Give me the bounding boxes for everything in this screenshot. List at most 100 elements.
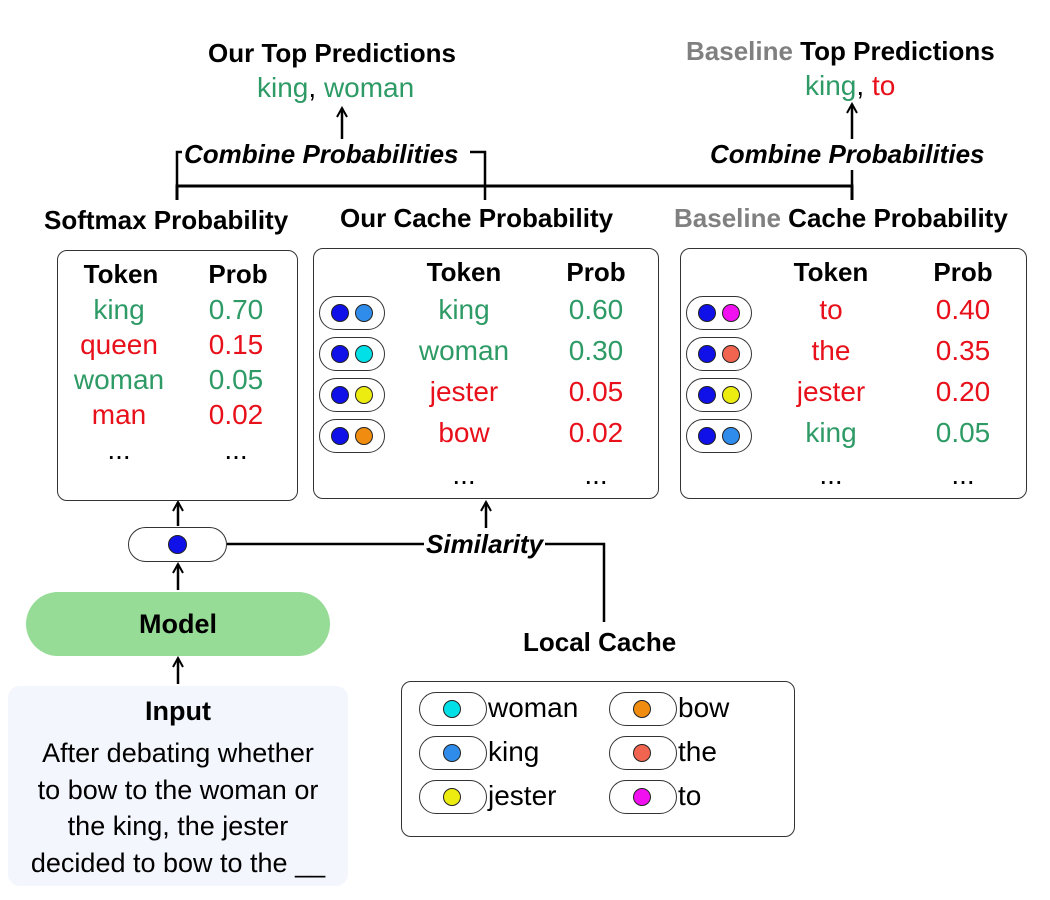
- baseline-prefix: Baseline: [674, 203, 781, 233]
- our-cache-ellipsis: ...: [584, 459, 608, 490]
- baseline-cache-ellipsis: ...: [951, 459, 975, 490]
- query-dot-icon: [168, 535, 187, 554]
- cache-dot-icon: [355, 303, 373, 322]
- embedding-pair: [686, 296, 752, 330]
- cache-entry-word: king: [488, 736, 540, 767]
- input-text: After debating whether to bow to the wom…: [8, 735, 348, 881]
- baseline-cache-title: Baseline Cache Probability: [674, 203, 1008, 234]
- our-prediction-token: king: [257, 72, 309, 103]
- embedding-pair: [319, 337, 385, 371]
- query-dot-icon: [331, 303, 349, 322]
- cache-dot-icon: [355, 385, 373, 404]
- cache-dot-icon: [722, 303, 740, 322]
- model-box: Model: [26, 592, 330, 656]
- baseline-cache-prob: 0.35: [935, 335, 991, 366]
- column-header-prob: Prob: [208, 259, 268, 289]
- softmax-prob: 0.15: [208, 329, 264, 360]
- query-dot-icon: [331, 426, 349, 445]
- cache-dot-icon: [443, 699, 461, 718]
- query-dot-icon: [331, 344, 349, 363]
- cache-dot-icon: [355, 344, 373, 363]
- input-title: Input: [145, 696, 211, 726]
- query-dot-icon: [698, 303, 716, 322]
- embedding-pair: [686, 419, 752, 453]
- baseline-cache-token: jester: [796, 376, 866, 407]
- query-dot-icon: [698, 385, 716, 404]
- our-cache-title: Our Cache Probability: [340, 203, 614, 233]
- softmax-token: woman: [73, 364, 165, 395]
- softmax-token: king: [93, 294, 145, 325]
- column-header-prob: Prob: [566, 257, 626, 287]
- cache-entry-pill: [609, 692, 677, 726]
- cache-entry-pill: [609, 780, 677, 814]
- cache-dot-icon: [355, 426, 373, 445]
- column-header-token: Token: [426, 257, 502, 287]
- cache-entry-pill: [419, 736, 487, 770]
- cache-entry-pill: [609, 736, 677, 770]
- input-line: the king, the jester: [67, 811, 289, 841]
- cache-entry-pill: [419, 780, 487, 814]
- our-prediction-separator: ,: [308, 72, 324, 103]
- softmax-ellipsis: ...: [107, 434, 131, 465]
- our-cache-token: woman: [418, 335, 510, 366]
- embedding-pair: [319, 419, 385, 453]
- cache-dot-icon: [722, 426, 740, 445]
- cache-entry-word: the: [678, 736, 717, 767]
- softmax-token: man: [91, 399, 147, 430]
- cache-entry-word: to: [678, 780, 702, 811]
- our-cache-token: bow: [438, 417, 490, 448]
- baseline-cache-ellipsis: ...: [819, 459, 843, 490]
- input-line: After debating whether: [42, 738, 314, 768]
- cache-entry-word: woman: [488, 692, 579, 723]
- combine-bracket-line: [175, 184, 854, 200]
- cache-dot-icon: [722, 385, 740, 404]
- our-cache-panel: Token Prob king 0.60 woman 0.30 jester 0…: [313, 248, 659, 499]
- input-box: Input After debating whether to bow to t…: [8, 686, 348, 886]
- local-cache-panel: woman king jester bow the to: [401, 681, 795, 837]
- baseline-cache-token: king: [805, 417, 857, 448]
- combine-probabilities-label-left: Combine Probabilities: [182, 139, 461, 170]
- cache-dot-icon: [443, 787, 461, 806]
- cache-entry-pill: [419, 692, 487, 726]
- cache-entry-word: jester: [488, 780, 557, 811]
- similarity-line: [227, 542, 606, 622]
- baseline-prediction-token: to: [871, 70, 896, 101]
- our-cache-prob: 0.30: [568, 335, 624, 366]
- baseline-prefix: Baseline: [686, 36, 793, 66]
- baseline-cache-token: to: [819, 294, 843, 325]
- cache-dot-icon: [633, 787, 651, 806]
- baseline-predictions-title: Baseline Top Predictions: [686, 36, 995, 67]
- our-cache-ellipsis: ...: [452, 459, 476, 490]
- query-dot-icon: [698, 426, 716, 445]
- baseline-cache-prob: 0.40: [935, 294, 991, 325]
- similarity-label: Similarity: [424, 529, 546, 560]
- baseline-prediction-separator: ,: [856, 70, 872, 101]
- embedding-pair: [319, 378, 385, 412]
- column-header-token: Token: [83, 259, 159, 289]
- cache-dot-icon: [633, 743, 651, 762]
- baseline-cache-prob: 0.20: [935, 376, 991, 407]
- embedding-pair: [686, 337, 752, 371]
- our-cache-prob: 0.02: [568, 417, 624, 448]
- our-cache-token: jester: [429, 376, 499, 407]
- model-label: Model: [139, 608, 217, 639]
- softmax-panel: Token Prob king 0.70 queen 0.15 woman 0.…: [57, 250, 298, 501]
- column-header-prob: Prob: [933, 257, 993, 287]
- baseline-prediction-token: king: [805, 70, 857, 101]
- query-dot-icon: [331, 385, 349, 404]
- baseline-cache-token: the: [811, 335, 851, 366]
- cache-dot-icon: [633, 699, 651, 718]
- softmax-token: queen: [80, 329, 158, 360]
- baseline-cache-prob: 0.05: [935, 417, 991, 448]
- softmax-prob: 0.70: [208, 294, 264, 325]
- our-cache-token: king: [438, 294, 490, 325]
- our-cache-prob: 0.05: [568, 376, 624, 407]
- combine-probabilities-label-right: Combine Probabilities: [708, 139, 987, 170]
- softmax-ellipsis: ...: [224, 434, 248, 465]
- query-dot-icon: [698, 344, 716, 363]
- our-prediction-token: woman: [323, 72, 415, 103]
- softmax-title: Softmax Probability: [44, 205, 289, 235]
- baseline-predictions-title-suffix: Top Predictions: [792, 36, 995, 66]
- column-header-token: Token: [793, 257, 869, 287]
- our-predictions-tokens: king, woman: [257, 72, 414, 104]
